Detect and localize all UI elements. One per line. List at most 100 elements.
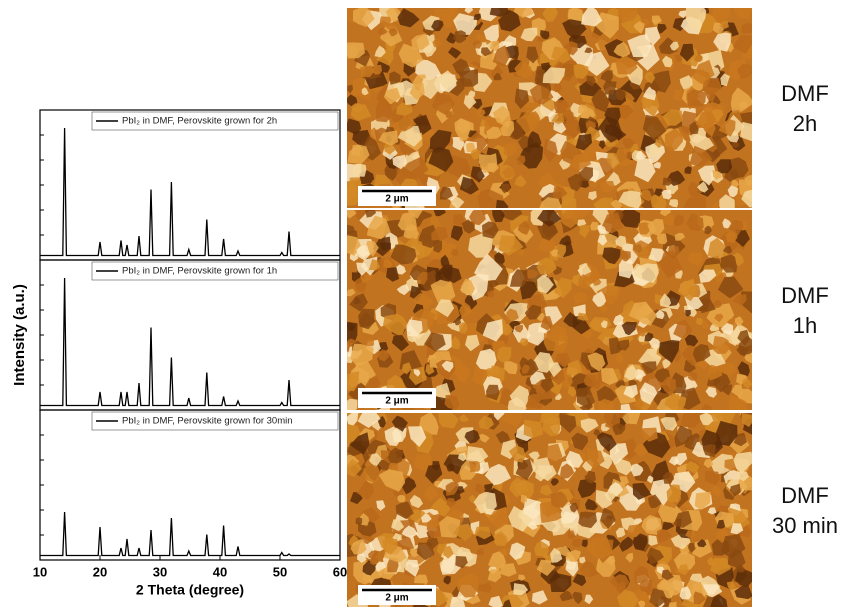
grain (644, 71, 656, 84)
grain (560, 210, 578, 229)
grain (461, 278, 475, 296)
grain (711, 8, 731, 25)
grain (455, 362, 471, 383)
grain (347, 144, 370, 164)
grain (620, 403, 631, 410)
grain (674, 54, 684, 62)
grain (509, 542, 526, 560)
grain (632, 533, 648, 551)
grain (379, 16, 392, 27)
grain (613, 41, 631, 58)
grain (481, 582, 492, 594)
grain (502, 599, 512, 607)
grain (356, 262, 369, 276)
grain (725, 230, 738, 244)
grain (662, 55, 673, 68)
grain (562, 109, 575, 123)
grain (566, 549, 581, 562)
grain (387, 447, 403, 464)
grain (527, 130, 542, 148)
grain (693, 53, 703, 62)
grain (419, 413, 439, 435)
grain (644, 26, 661, 46)
grain (616, 353, 625, 364)
grain (539, 197, 562, 208)
grain (677, 564, 690, 576)
grain (693, 591, 706, 605)
grain (513, 583, 529, 596)
grain (507, 397, 527, 410)
grain (615, 235, 627, 248)
afm-label: DMF (781, 483, 829, 508)
grain (408, 426, 427, 448)
grain (446, 463, 455, 472)
grain (593, 197, 615, 208)
grain (488, 595, 503, 607)
grain (619, 250, 631, 262)
grain (478, 415, 495, 430)
grain (635, 150, 647, 160)
grain (599, 181, 616, 193)
grain (477, 548, 484, 556)
grain (620, 8, 632, 18)
grain (498, 235, 524, 256)
grain (526, 322, 548, 346)
grain (500, 120, 515, 137)
grain (563, 41, 578, 56)
grain (699, 269, 717, 283)
grain (431, 91, 456, 116)
grain (592, 277, 602, 286)
grain (673, 214, 684, 227)
grain (615, 88, 627, 101)
grain (413, 369, 421, 377)
grain (388, 28, 398, 37)
grain (575, 133, 593, 151)
grain (703, 584, 723, 598)
grain (492, 210, 505, 223)
grain (707, 364, 723, 381)
grain (526, 46, 539, 64)
grain (492, 340, 507, 355)
grain (573, 63, 589, 79)
grain (722, 245, 733, 254)
grain (687, 181, 705, 196)
grain (704, 470, 720, 486)
grain (524, 304, 542, 320)
grain (448, 47, 462, 59)
grain (546, 443, 563, 463)
grain (396, 115, 417, 132)
grain (597, 224, 607, 234)
grain (633, 21, 645, 34)
afm-label: 2h (793, 111, 817, 136)
grain (456, 119, 471, 134)
grain (719, 194, 735, 208)
grain (446, 498, 456, 508)
grain (376, 342, 389, 353)
grain (633, 263, 659, 284)
grain (550, 249, 559, 257)
grain (401, 362, 412, 375)
grain (508, 505, 533, 532)
grain (411, 33, 430, 50)
grain (578, 511, 597, 529)
grain (713, 32, 731, 52)
grain (591, 88, 610, 113)
grain (612, 423, 626, 436)
grain (347, 179, 359, 202)
scale-bar-label: 2 μm (385, 194, 408, 205)
grain (627, 34, 652, 58)
grain (695, 317, 704, 326)
grain (573, 210, 591, 219)
grain (586, 75, 596, 87)
grain (711, 300, 722, 308)
grain (662, 472, 675, 484)
grain (640, 189, 653, 202)
grain (506, 308, 519, 322)
grain (729, 483, 741, 497)
grain (404, 559, 420, 577)
grain (733, 35, 752, 54)
grain (740, 121, 752, 142)
grain (687, 89, 706, 107)
afm-label: 1h (793, 313, 817, 338)
grain (378, 130, 398, 146)
